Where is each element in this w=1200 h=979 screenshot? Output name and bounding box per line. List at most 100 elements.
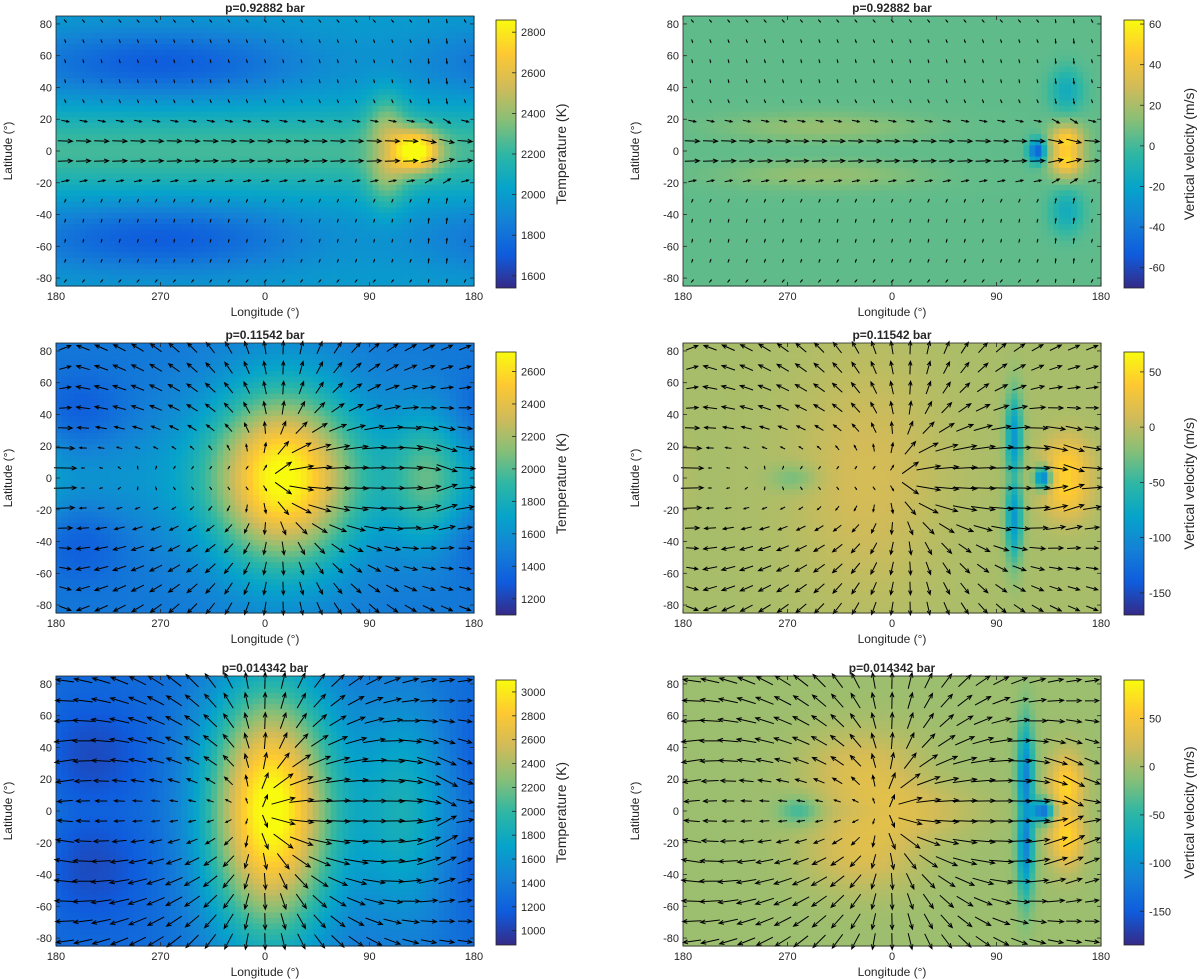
wind-arrow <box>336 218 339 223</box>
wind-arrow <box>818 218 821 223</box>
wind-arrow <box>263 441 268 454</box>
wind-arrow <box>727 99 730 104</box>
y-tick-label: -40 <box>663 870 679 882</box>
wind-arrow <box>1090 198 1093 203</box>
wind-arrow <box>709 238 712 243</box>
wind-arrow <box>223 543 234 554</box>
wind-arrow <box>300 19 304 23</box>
wind-arrow <box>782 238 784 243</box>
wind-arrow <box>1030 138 1046 144</box>
wind-arrow <box>59 546 73 551</box>
wind-arrow <box>445 18 448 24</box>
wind-arrow <box>245 19 249 23</box>
wind-arrow <box>906 179 916 183</box>
wind-arrow <box>927 238 930 243</box>
wind-arrow <box>979 119 988 123</box>
wind-arrow <box>763 486 766 491</box>
wind-arrow <box>112 138 129 144</box>
x-tick-label: 90 <box>363 618 375 630</box>
wind-arrow <box>94 605 108 612</box>
wind-arrow <box>891 79 893 84</box>
y-tick-label: 20 <box>40 774 52 786</box>
wind-arrow <box>891 258 894 263</box>
wind-arrow <box>318 19 322 23</box>
colorbar-tick-label: 2600 <box>521 366 545 378</box>
wind-arrow <box>93 384 109 391</box>
wind-arrow <box>427 58 430 65</box>
wind-arrow <box>957 138 974 144</box>
colorbar-tick-label: 2800 <box>521 27 545 39</box>
wind-arrow <box>779 179 788 183</box>
wind-arrow <box>1011 158 1028 164</box>
wind-arrow <box>308 504 332 513</box>
wind-arrow <box>851 179 861 183</box>
wind-arrow <box>134 119 143 123</box>
wind-arrow <box>458 405 473 411</box>
wind-arrow <box>445 217 449 224</box>
wind-arrow <box>331 543 345 554</box>
wind-arrow <box>264 39 267 44</box>
wind-arrow <box>1036 99 1039 104</box>
wind-arrow <box>368 363 381 373</box>
wind-arrow <box>203 138 220 144</box>
y-tick-label: -40 <box>663 210 679 222</box>
wind-arrow <box>402 546 420 551</box>
wind-arrow <box>333 361 343 374</box>
wind-arrow <box>854 19 858 23</box>
wind-arrow <box>440 545 455 551</box>
wind-arrow <box>993 138 1010 144</box>
wind-arrow <box>355 238 357 243</box>
wind-arrow <box>148 404 162 411</box>
wind-arrow <box>100 59 103 64</box>
wind-arrow <box>314 401 326 414</box>
wind-arrow <box>684 158 701 164</box>
wind-arrow <box>262 380 267 395</box>
wind-arrow <box>172 486 176 491</box>
wind-arrow <box>372 19 376 23</box>
wind-arrow <box>221 138 238 144</box>
wind-arrow <box>130 158 147 164</box>
wind-arrow <box>57 425 74 431</box>
wind-arrow <box>727 258 730 263</box>
wind-arrow <box>118 99 121 104</box>
colorbar-tick-label: 1800 <box>521 496 545 508</box>
wind-arrow <box>82 218 85 223</box>
wind-arrow <box>388 179 398 183</box>
y-tick-label: 40 <box>40 82 52 94</box>
wind-arrow <box>945 99 948 104</box>
wind-arrow <box>457 425 474 431</box>
y-tick-label: 40 <box>40 742 52 754</box>
wind-arrow <box>445 197 449 204</box>
y-tick-label: -60 <box>663 241 679 253</box>
y-tick-label: -60 <box>663 901 679 913</box>
colorbar: 2600 2400 2200 2000 1800 1600 1400 1200 Temperat… <box>495 351 569 616</box>
wind-arrow <box>1048 139 1065 144</box>
x-tick-label: 180 <box>674 618 692 630</box>
wind-arrow <box>1036 79 1039 84</box>
wind-arrow <box>209 59 212 64</box>
wind-arrow <box>870 119 879 123</box>
colorbar-gradient <box>495 679 517 946</box>
wind-arrow <box>1018 79 1021 84</box>
wind-arrow <box>53 485 78 491</box>
colorbar-tick-label: 0 <box>1149 422 1155 434</box>
colorbar-tick-label: 2200 <box>521 431 545 443</box>
wind-arrow <box>691 238 694 243</box>
colorbar-tick-label: 2600 <box>521 68 545 80</box>
wind-arrow <box>333 341 342 354</box>
x-tick-label: 0 <box>262 951 268 963</box>
wind-arrow <box>354 39 357 44</box>
wind-arrow <box>815 179 825 183</box>
wind-arrow <box>243 542 251 555</box>
colorbar-tick-label: 1200 <box>521 594 545 606</box>
wind-arrow <box>154 19 158 23</box>
wind-arrow <box>118 39 121 44</box>
wind-arrow <box>171 506 177 511</box>
wind-arrow <box>311 523 329 534</box>
wind-arrow <box>263 279 267 283</box>
wind-arrow <box>445 78 449 85</box>
wind-arrow <box>775 138 792 144</box>
wind-arrow <box>348 138 365 144</box>
wind-arrow <box>1017 19 1022 23</box>
x-tick-label: 180 <box>465 951 483 963</box>
